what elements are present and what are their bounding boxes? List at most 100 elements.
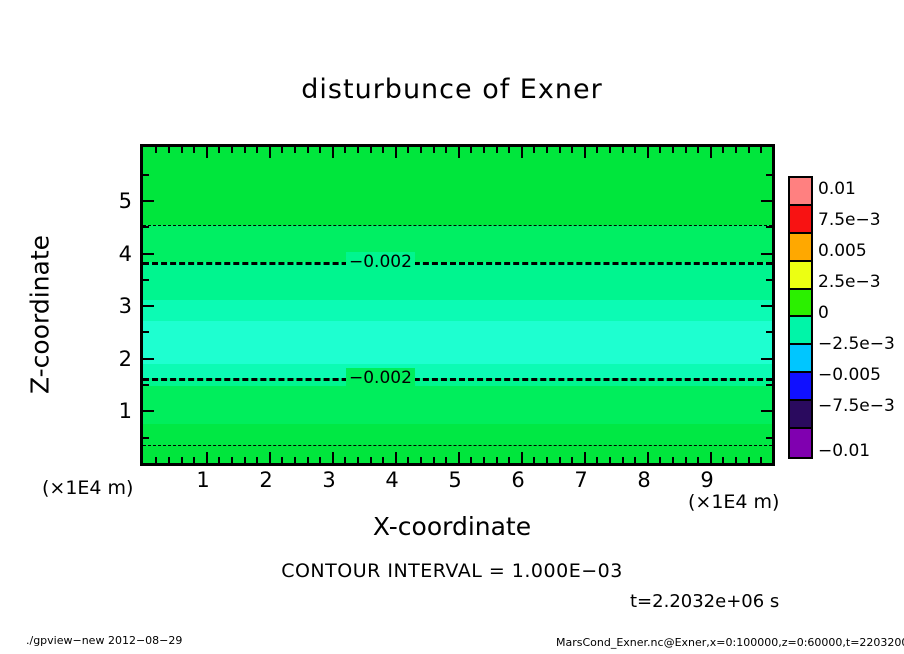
x-tick-minor [496, 457, 498, 463]
x-tick-top-minor [155, 147, 157, 153]
x-tick-top-minor [722, 147, 724, 153]
x-axis-title: X-coordinate [372, 512, 532, 541]
x-tick-minor [231, 457, 233, 463]
x-tick-top-minor [307, 147, 309, 153]
x-tick-minor [760, 457, 762, 463]
y-tick-label: 5 [118, 189, 132, 213]
colorbar-cell [790, 205, 811, 234]
x-tick-minor [596, 457, 598, 463]
x-axis-unit-left: (×1E4 m) [42, 477, 134, 499]
plot-area: −0.002 −0.002 [140, 144, 775, 466]
fill-band [143, 424, 772, 445]
x-tick-minor [256, 457, 258, 463]
colorbar-label: 0.01 [818, 179, 856, 199]
x-tick-minor [218, 457, 220, 463]
y-tick-right-minor [766, 437, 772, 439]
y-tick-right-major [761, 410, 772, 412]
x-tick-minor [533, 457, 535, 463]
x-tick-top-minor [294, 147, 296, 153]
x-tick-top-minor [546, 147, 548, 153]
colorbar-cell [790, 178, 811, 206]
colorbar-label: −0.005 [818, 365, 881, 385]
x-tick-top-minor [382, 147, 384, 153]
fill-band [143, 386, 772, 424]
x-tick-major [206, 452, 208, 463]
x-tick-minor [483, 457, 485, 463]
x-tick-minor [382, 457, 384, 463]
x-tick-minor [433, 457, 435, 463]
colorbar-label: 7.5e−3 [818, 210, 881, 230]
colorbar-label: −0.01 [818, 441, 871, 461]
x-tick-major [584, 452, 586, 463]
x-tick-label: 8 [637, 468, 651, 492]
x-tick-top-minor [622, 147, 624, 153]
y-tick-right-minor [766, 384, 772, 386]
x-tick-top-minor [407, 147, 409, 153]
x-tick-top-major [269, 147, 271, 158]
x-tick-minor [722, 457, 724, 463]
x-tick-minor [370, 457, 372, 463]
x-tick-top-minor [181, 147, 183, 153]
x-tick-minor [672, 457, 674, 463]
x-tick-top-minor [193, 147, 195, 153]
x-tick-label: 9 [700, 468, 714, 492]
x-tick-top-major [206, 147, 208, 158]
x-tick-top-minor [748, 147, 750, 153]
x-tick-minor [546, 457, 548, 463]
y-tick-minor [143, 226, 149, 228]
y-tick-right-minor [766, 174, 772, 176]
x-tick-top-minor [596, 147, 598, 153]
x-tick-top-minor [735, 147, 737, 153]
footer-source: MarsCond_Exner.nc@Exner,x=0:100000,z=0:6… [556, 636, 904, 649]
y-tick-right-major [761, 358, 772, 360]
y-tick-major [143, 410, 154, 412]
x-tick-top-minor [533, 147, 535, 153]
contour-line [143, 378, 772, 381]
x-tick-top-minor [508, 147, 510, 153]
x-tick-top-minor [496, 147, 498, 153]
colorbar [788, 176, 813, 459]
x-tick-major [395, 452, 397, 463]
x-tick-minor [420, 457, 422, 463]
fill-band [143, 262, 772, 300]
x-tick-top-minor [571, 147, 573, 153]
fill-band [143, 378, 772, 386]
x-tick-top-major [332, 147, 334, 158]
x-tick-top-minor [470, 147, 472, 153]
x-tick-top-minor [672, 147, 674, 153]
x-tick-minor [748, 457, 750, 463]
x-tick-top-minor [659, 147, 661, 153]
contour-line [143, 445, 772, 446]
x-tick-top-major [647, 147, 649, 158]
x-tick-label: 4 [385, 468, 399, 492]
x-tick-top-major [395, 147, 397, 158]
x-tick-top-minor [357, 147, 359, 153]
x-tick-minor [294, 457, 296, 463]
x-tick-minor [193, 457, 195, 463]
x-tick-label: 7 [574, 468, 588, 492]
colorbar-label: −7.5e−3 [818, 396, 895, 416]
contour-fill-layer [143, 147, 772, 463]
x-tick-top-major [521, 147, 523, 158]
x-tick-major [269, 452, 271, 463]
x-tick-minor [357, 457, 359, 463]
x-tick-top-minor [168, 147, 170, 153]
y-tick-right-major [761, 305, 772, 307]
colorbar-cell [790, 261, 811, 290]
x-tick-minor [622, 457, 624, 463]
y-tick-label: 4 [118, 242, 132, 266]
x-tick-top-minor [445, 147, 447, 153]
x-axis-unit-right: (×1E4 m) [688, 491, 780, 513]
x-tick-top-minor [370, 147, 372, 153]
contour-label: −0.002 [346, 368, 415, 388]
x-tick-top-minor [760, 147, 762, 153]
x-tick-label: 6 [511, 468, 525, 492]
colorbar-label: 0.005 [818, 241, 867, 261]
x-tick-minor [508, 457, 510, 463]
x-tick-label: 3 [322, 468, 336, 492]
x-tick-major [710, 452, 712, 463]
x-tick-top-minor [634, 147, 636, 153]
x-tick-minor [307, 457, 309, 463]
y-tick-major [143, 358, 154, 360]
x-tick-minor [344, 457, 346, 463]
